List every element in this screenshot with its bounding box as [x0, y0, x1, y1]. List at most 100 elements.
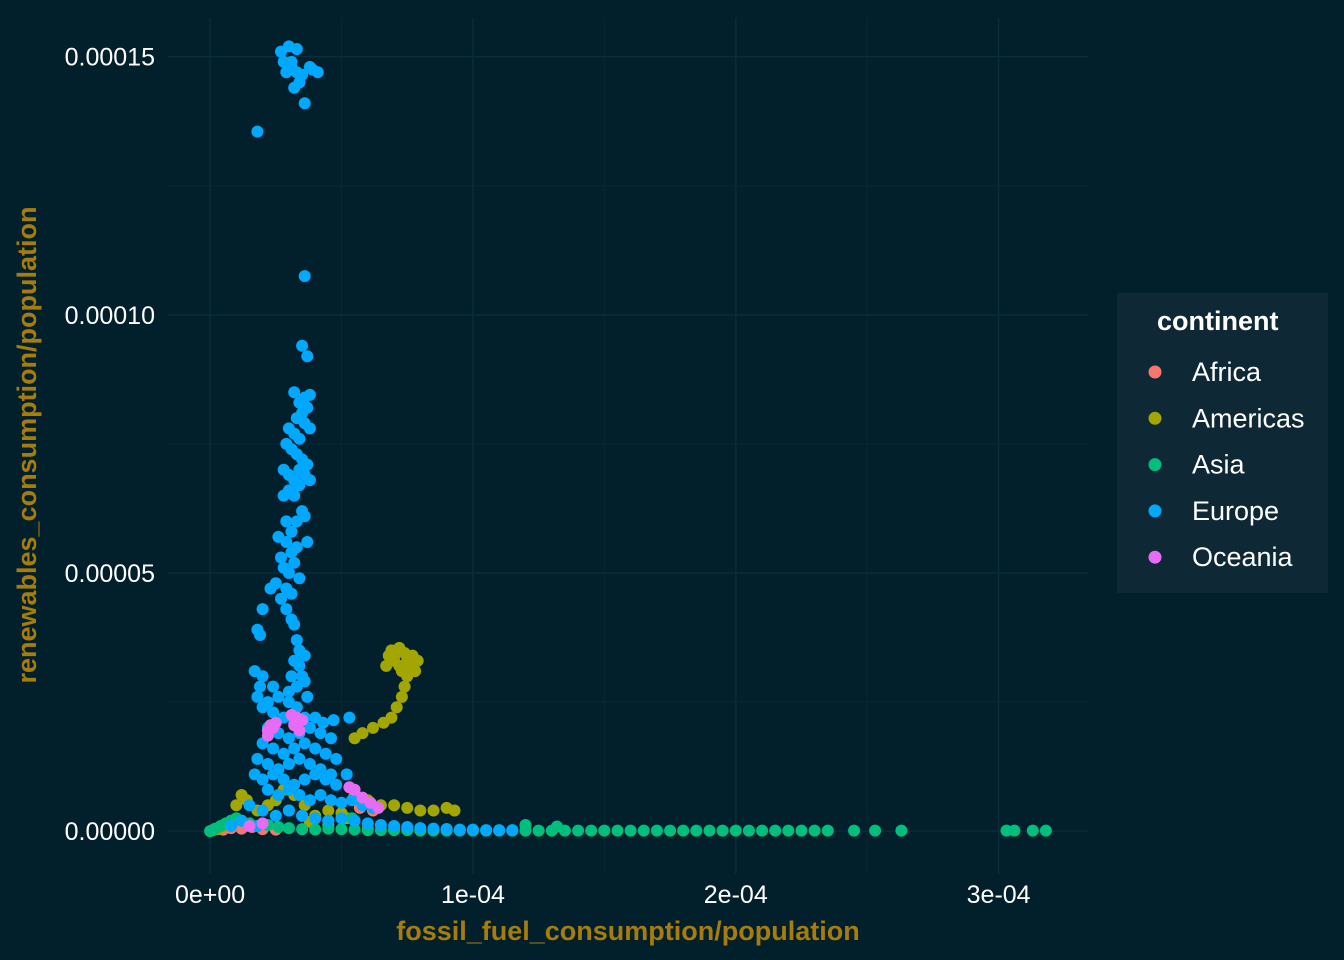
point-asia — [585, 824, 598, 837]
point-asia — [1039, 824, 1052, 837]
point-europe — [267, 742, 280, 755]
point-europe — [330, 778, 343, 791]
point-europe — [251, 690, 264, 703]
point-asia — [677, 824, 690, 837]
point-europe — [314, 727, 327, 740]
point-asia — [335, 823, 348, 836]
point-europe — [298, 510, 311, 523]
point-asia — [637, 824, 650, 837]
legend-label-americas: Americas — [1192, 403, 1305, 433]
point-asia — [282, 822, 295, 835]
point-europe — [301, 690, 314, 703]
point-europe — [285, 55, 298, 68]
point-europe — [261, 758, 274, 770]
legend-label-asia: Asia — [1192, 450, 1246, 480]
point-americas — [398, 680, 411, 693]
point-oceania — [372, 801, 385, 814]
point-asia — [895, 824, 908, 837]
legend-label-oceania: Oceania — [1192, 542, 1294, 572]
y-tick-label: 0.00010 — [65, 302, 155, 330]
point-europe — [288, 386, 301, 399]
legend-items: Africa Americas Asia Europe Oceania — [1148, 357, 1305, 572]
point-europe — [388, 820, 401, 832]
point-asia — [821, 824, 834, 837]
point-asia — [716, 824, 729, 837]
y-axis-title: renewables_consumption/population — [12, 206, 42, 683]
point-europe — [293, 659, 306, 672]
point-americas — [322, 804, 335, 817]
point-asia — [782, 824, 795, 837]
point-asia — [869, 824, 882, 837]
point-asia — [272, 821, 285, 833]
point-asia — [572, 824, 585, 837]
point-europe — [361, 817, 374, 830]
data-points — [204, 40, 1052, 838]
point-europe — [280, 603, 293, 616]
point-europe — [285, 525, 298, 538]
point-europe — [282, 758, 295, 770]
y-tick-label: 0.00000 — [65, 818, 155, 846]
legend-key-asia — [1148, 458, 1162, 472]
point-asia — [664, 824, 677, 837]
point-asia — [1008, 824, 1021, 837]
point-europe — [335, 812, 348, 825]
point-europe — [288, 556, 301, 569]
point-europe — [269, 809, 282, 822]
point-americas — [414, 804, 427, 817]
x-tick-label: 0e+00 — [175, 881, 245, 909]
point-americas — [390, 701, 403, 714]
point-americas — [401, 801, 414, 814]
point-europe — [303, 758, 316, 770]
point-europe — [319, 747, 332, 760]
point-europe — [267, 768, 280, 781]
point-asia — [769, 824, 782, 837]
point-asia — [729, 824, 742, 837]
point-europe — [290, 66, 303, 79]
point-europe — [256, 773, 269, 786]
point-europe — [256, 804, 269, 817]
x-tick-label: 3e-04 — [967, 881, 1031, 909]
point-europe — [267, 680, 280, 693]
point-americas — [356, 727, 369, 740]
point-asia — [532, 824, 545, 837]
point-asia — [650, 824, 663, 837]
point-asia — [1026, 824, 1039, 837]
point-europe — [225, 820, 238, 832]
point-europe — [275, 592, 287, 605]
point-europe — [251, 125, 264, 138]
point-asia — [703, 824, 716, 837]
point-europe — [243, 799, 256, 812]
point-asia — [348, 823, 361, 836]
point-europe — [293, 572, 306, 585]
point-europe — [290, 634, 303, 647]
point-asia — [795, 824, 808, 837]
point-europe — [506, 824, 519, 837]
point-europe — [288, 81, 301, 94]
point-asia — [756, 824, 769, 837]
point-americas — [380, 659, 393, 672]
point-europe — [293, 479, 306, 492]
point-oceania — [348, 783, 361, 796]
point-europe — [301, 536, 314, 548]
point-europe — [322, 814, 335, 827]
point-europe — [298, 649, 311, 662]
point-europe — [267, 706, 280, 719]
point-oceania — [267, 721, 280, 734]
point-europe — [293, 752, 306, 765]
point-asia — [808, 824, 821, 837]
x-tick-label: 2e-04 — [704, 881, 768, 909]
point-europe — [254, 629, 266, 641]
point-americas — [367, 721, 379, 734]
point-europe — [309, 812, 322, 825]
point-europe — [325, 732, 337, 745]
point-europe — [309, 742, 322, 755]
point-asia — [598, 824, 611, 837]
point-europe — [314, 789, 327, 801]
point-europe — [272, 690, 285, 703]
point-europe — [272, 789, 285, 801]
point-europe — [282, 783, 295, 796]
point-europe — [303, 422, 316, 435]
y-axis-ticks: 0.00000 0.00005 0.00010 0.00015 — [65, 44, 155, 846]
point-europe — [277, 561, 290, 574]
point-europe — [280, 536, 293, 548]
